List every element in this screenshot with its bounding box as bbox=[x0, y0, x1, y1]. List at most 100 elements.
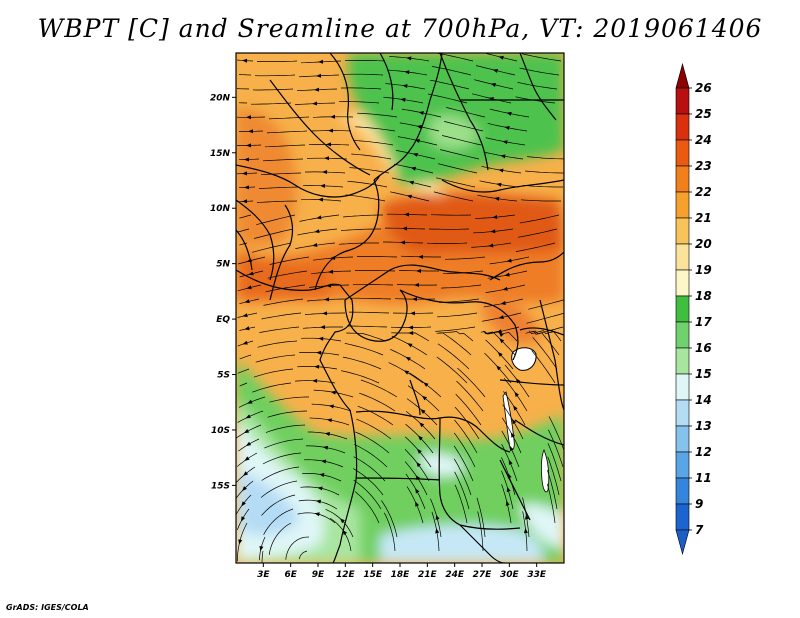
streamline bbox=[258, 186, 300, 189]
streamline bbox=[267, 270, 308, 279]
colorbar-top-triangle bbox=[675, 62, 690, 89]
streamline-arrowhead bbox=[247, 399, 253, 404]
streamline-arrowhead bbox=[514, 391, 519, 397]
colorbar-label: 9 bbox=[695, 497, 703, 511]
streamline bbox=[239, 298, 260, 304]
y-tick-label: 10N bbox=[210, 204, 231, 214]
streamline-arrowhead bbox=[406, 56, 412, 61]
streamline-arrowhead bbox=[259, 545, 264, 552]
streamline-arrowhead bbox=[523, 528, 528, 534]
streamline bbox=[429, 79, 470, 90]
streamline-arrowhead bbox=[412, 152, 418, 157]
streamline bbox=[268, 116, 310, 120]
colorbar-label: 14 bbox=[695, 393, 712, 407]
streamline-arrowhead bbox=[242, 486, 247, 492]
streamline bbox=[438, 332, 472, 356]
streamline bbox=[338, 101, 380, 104]
streamline bbox=[353, 140, 394, 146]
streamline bbox=[340, 370, 380, 384]
streamline bbox=[355, 126, 396, 132]
streamline-arrowhead bbox=[248, 129, 254, 134]
streamline bbox=[454, 419, 478, 454]
streamline-arrowhead bbox=[513, 405, 518, 411]
colorbar-label: 7 bbox=[695, 523, 704, 537]
streamline bbox=[347, 180, 388, 188]
streamline bbox=[268, 522, 292, 555]
field-south-blue bbox=[380, 524, 544, 563]
x-tick-label: 18E bbox=[391, 570, 411, 580]
streamline bbox=[261, 312, 302, 320]
streamline bbox=[548, 416, 564, 452]
streamline bbox=[238, 74, 252, 76]
streamline-arrowhead bbox=[410, 311, 416, 316]
colorbar-label: 23 bbox=[695, 159, 712, 173]
streamline-arrowhead bbox=[423, 382, 429, 387]
streamline-arrowhead bbox=[328, 269, 334, 274]
streamline-arrowhead bbox=[498, 332, 504, 338]
field-southeast-cyan bbox=[520, 503, 564, 550]
colorbar-label: 13 bbox=[695, 419, 712, 433]
colorbar-segment bbox=[675, 321, 690, 349]
streamline-arrowhead bbox=[324, 156, 330, 161]
x-tick-label: 3E bbox=[257, 570, 270, 580]
streamline bbox=[257, 340, 298, 348]
streamline-arrowhead bbox=[319, 473, 325, 477]
streamline bbox=[261, 494, 296, 516]
streamline-arrowhead bbox=[416, 125, 422, 129]
streamline bbox=[360, 379, 398, 398]
streamline-arrowhead bbox=[240, 516, 246, 522]
streamline-arrowhead bbox=[496, 329, 502, 334]
x-tick-label: 12E bbox=[336, 570, 356, 580]
streamline-arrowhead bbox=[244, 456, 250, 461]
streamline bbox=[444, 121, 484, 132]
chart-title: WBPT [C] and Sreamline at 700hPa, VT: 20… bbox=[37, 14, 763, 43]
x-tick-label: 27E bbox=[473, 570, 493, 580]
border-angola-namibia bbox=[355, 477, 441, 481]
streamline-arrowhead bbox=[435, 514, 440, 520]
streamline-arrowhead bbox=[502, 286, 508, 291]
streamline bbox=[255, 354, 296, 363]
streamline-arrowhead bbox=[494, 196, 500, 201]
streamline-arrowhead bbox=[405, 356, 411, 362]
streamline bbox=[238, 158, 260, 161]
streamline bbox=[353, 456, 386, 482]
streamline-arrowhead bbox=[243, 428, 250, 434]
streamline-arrowhead bbox=[245, 414, 251, 419]
streamline bbox=[260, 480, 298, 498]
streamline bbox=[548, 429, 564, 468]
streamline bbox=[522, 185, 563, 188]
x-tick-label: 21E bbox=[418, 570, 438, 580]
border-benin bbox=[236, 199, 275, 281]
y-tick-label: 15S bbox=[211, 481, 230, 491]
y-axis-ticks: 20N 15N 10N 5N EQ 5S 10S 15S bbox=[210, 93, 236, 491]
streamline-arrowhead bbox=[241, 501, 246, 507]
border-nigeria-east bbox=[314, 179, 380, 291]
streamline-arrowhead bbox=[246, 285, 252, 290]
streamline bbox=[359, 392, 396, 412]
streamline bbox=[269, 256, 310, 265]
streamline bbox=[252, 88, 294, 91]
streamline-arrowhead bbox=[244, 299, 250, 304]
streamline bbox=[454, 406, 480, 440]
streamline bbox=[347, 325, 388, 328]
streamline-arrowhead bbox=[312, 101, 318, 106]
colorbar-segment bbox=[675, 269, 690, 297]
x-axis-ticks: 3E 6E 9E 12E 15E 18E 21E 24E 27E 30E 33E bbox=[257, 563, 547, 580]
streamline-arrowhead bbox=[318, 59, 324, 64]
streamline-arrowhead bbox=[496, 182, 502, 187]
streamline bbox=[453, 432, 476, 468]
streamline-arrowhead bbox=[510, 432, 516, 438]
streamline bbox=[455, 393, 482, 426]
streamline bbox=[252, 242, 292, 253]
streamline bbox=[237, 256, 266, 265]
border-libya-niger bbox=[329, 53, 361, 151]
streamline-arrowhead bbox=[314, 87, 320, 92]
streamline bbox=[517, 228, 558, 238]
border-sudan-south-sudan bbox=[441, 179, 564, 193]
streamline bbox=[237, 228, 250, 233]
streamline bbox=[531, 330, 560, 356]
streamline bbox=[261, 550, 264, 563]
streamline bbox=[266, 130, 308, 134]
colorbar-label: 16 bbox=[695, 341, 712, 355]
streamline-arrowhead bbox=[245, 441, 252, 447]
